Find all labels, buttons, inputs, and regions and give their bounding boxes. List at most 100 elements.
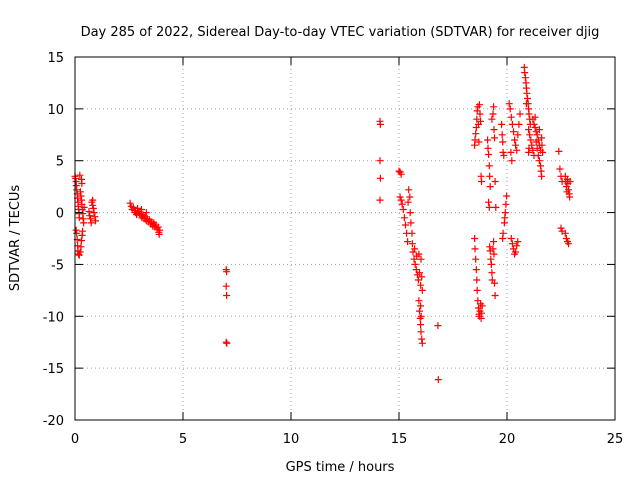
x-tick-label: 5 [179, 432, 187, 447]
data-point [525, 110, 533, 118]
data-series-sdtvar [71, 63, 574, 384]
data-point [514, 238, 522, 246]
data-point [406, 193, 414, 201]
y-axis-label: SDTVAR / TECUs [8, 185, 23, 292]
data-point [498, 131, 506, 139]
data-point [476, 110, 484, 118]
data-point [505, 100, 513, 108]
data-point [477, 117, 485, 125]
y-tick-label: -10 [43, 310, 64, 325]
data-point [434, 376, 442, 384]
data-point [402, 221, 409, 229]
data-point [533, 131, 541, 139]
data-point [417, 255, 425, 263]
data-point [489, 245, 497, 253]
data-point [499, 229, 507, 237]
data-point [508, 157, 516, 165]
data-point [134, 204, 142, 212]
data-point [418, 286, 426, 294]
data-point [397, 196, 405, 204]
data-point [530, 120, 538, 128]
data-point [500, 152, 508, 159]
data-point [556, 165, 564, 173]
data-point [484, 144, 492, 152]
data-point [473, 115, 481, 123]
data-point [73, 229, 81, 237]
x-tick-label: 20 [499, 432, 516, 447]
data-point [475, 101, 483, 109]
data-point [472, 266, 480, 274]
data-point [76, 248, 84, 256]
data-point [489, 110, 497, 118]
data-point [511, 136, 519, 144]
data-point [529, 146, 537, 154]
data-point [490, 126, 498, 134]
data-point [555, 147, 563, 155]
data-point [471, 235, 479, 242]
data-point [417, 302, 425, 310]
x-tick-label: 10 [283, 432, 300, 447]
data-point [512, 141, 520, 149]
data-point [507, 148, 515, 156]
data-point [490, 250, 498, 258]
y-tick-label: 0 [56, 207, 64, 222]
data-point [409, 248, 417, 256]
data-point [223, 268, 231, 276]
data-point [85, 208, 93, 215]
data-point [400, 214, 408, 222]
y-tick-label: -5 [51, 258, 64, 273]
data-point [396, 193, 404, 201]
data-point [407, 219, 415, 227]
data-point [521, 69, 529, 77]
data-point [376, 120, 384, 128]
data-point [405, 186, 413, 194]
data-point [80, 203, 88, 211]
plot-frame [74, 56, 616, 421]
axis-ticks [74, 56, 616, 421]
data-point [535, 126, 543, 134]
data-point [525, 144, 533, 152]
data-point [222, 282, 230, 290]
data-point [499, 138, 507, 146]
data-point [488, 269, 496, 277]
data-point [485, 162, 493, 170]
data-point [508, 240, 516, 248]
data-point [527, 136, 535, 144]
data-point [503, 192, 511, 200]
x-tick-label: 15 [391, 432, 408, 447]
data-point [513, 146, 521, 154]
data-point [562, 235, 570, 242]
data-point [411, 260, 419, 268]
data-point [533, 144, 541, 152]
data-point [417, 328, 425, 336]
data-point [498, 120, 506, 128]
data-point [411, 245, 419, 253]
data-point [525, 126, 533, 134]
data-point [510, 128, 517, 136]
data-point [416, 269, 423, 277]
data-point [508, 120, 516, 128]
data-point [75, 251, 83, 259]
data-point [142, 209, 150, 217]
data-point [223, 339, 231, 347]
data-point [471, 136, 479, 144]
data-point [484, 136, 492, 144]
data-point [376, 196, 384, 204]
data-point [434, 322, 442, 330]
data-point [78, 180, 86, 187]
data-point [408, 229, 416, 237]
x-tick-label: 25 [607, 432, 624, 447]
y-tick-label: -20 [43, 414, 64, 429]
data-point [478, 302, 486, 310]
data-point [538, 172, 546, 180]
data-point [502, 200, 510, 208]
data-point [75, 214, 83, 222]
data-point [491, 279, 498, 287]
data-point [138, 206, 145, 213]
data-point [414, 276, 422, 284]
y-tick-labels: -20 -15 -10 -5 0 5 10 15 [43, 51, 64, 429]
data-point [538, 134, 546, 142]
data-point [406, 209, 414, 217]
data-point [92, 217, 99, 225]
data-point [223, 292, 231, 299]
